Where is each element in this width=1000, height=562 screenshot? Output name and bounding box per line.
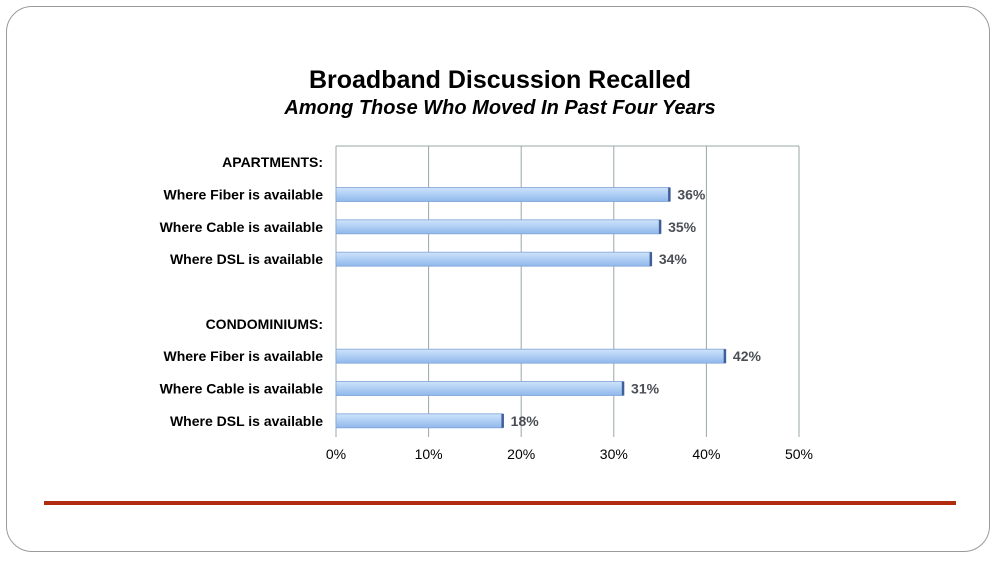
data-label: 18%: [511, 413, 540, 429]
x-tick-label: 30%: [600, 446, 628, 462]
bar: [335, 413, 504, 429]
accent-rule: [44, 501, 956, 505]
bar: [335, 381, 624, 396]
slide-frame: [6, 6, 990, 552]
data-label: 34%: [659, 251, 688, 267]
category-label: Where Fiber is available: [163, 348, 323, 364]
category-label: Where Cable is available: [160, 219, 324, 235]
bar: [335, 348, 726, 364]
data-label: 36%: [677, 187, 706, 203]
x-tick-label: 40%: [692, 446, 720, 462]
x-tick-label: 50%: [785, 446, 813, 462]
bar: [335, 219, 661, 235]
chart-subtitle: Among Those Who Moved In Past Four Years: [284, 97, 716, 119]
bar: [335, 187, 670, 202]
x-tick-label: 0%: [326, 446, 346, 462]
category-label: Where Cable is available: [160, 381, 324, 397]
category-labels: APARTMENTS: Where Fiber is available 36% Wh…: [160, 154, 762, 429]
bars: [335, 187, 727, 429]
data-label: 35%: [668, 219, 697, 235]
data-label: 31%: [631, 381, 660, 397]
category-label: Where DSL is available: [170, 413, 323, 429]
bar: [335, 251, 652, 267]
category-label: Where DSL is available: [170, 251, 323, 267]
group-header-label: CONDOMINIUMS:: [206, 316, 323, 332]
data-label: 42%: [733, 348, 762, 364]
group-header-label: APARTMENTS:: [222, 154, 323, 170]
x-axis-ticks: 0% 10% 20% 30% 40% 50%: [326, 446, 813, 462]
x-tick-label: 20%: [507, 446, 535, 462]
category-label: Where Fiber is available: [163, 187, 323, 203]
chart-title: Broadband Discussion Recalled: [308, 66, 692, 94]
x-tick-label: 10%: [415, 446, 443, 462]
